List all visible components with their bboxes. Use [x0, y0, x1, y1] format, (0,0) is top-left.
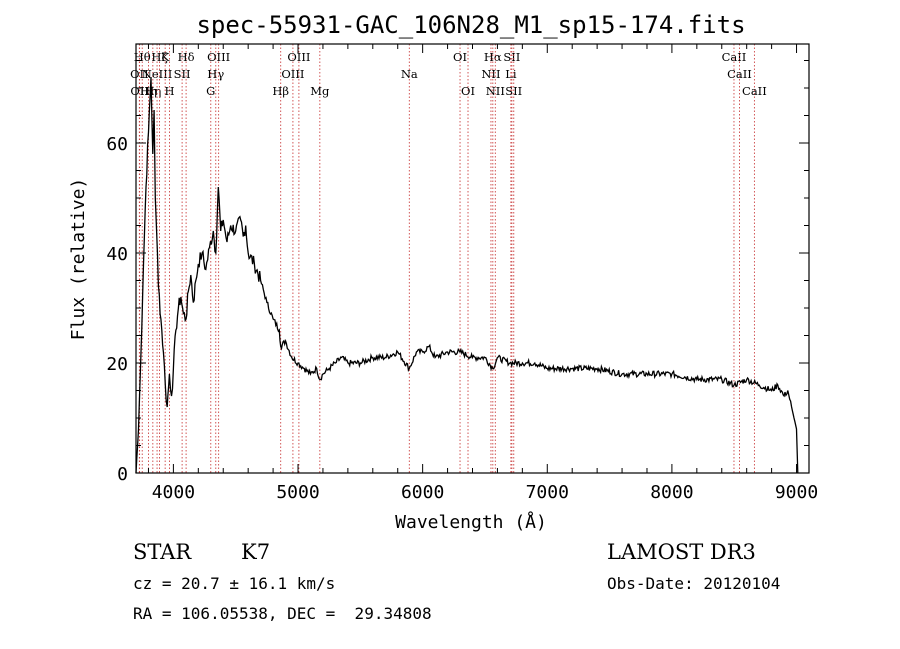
- line-marker-label: Hα: [484, 50, 502, 64]
- x-tick-label: 5000: [276, 482, 319, 503]
- observation-date: Obs-Date: 20120104: [607, 574, 781, 593]
- line-marker-label: CaII: [727, 67, 752, 81]
- line-marker-label: OIII: [281, 67, 304, 81]
- x-tick-label: 8000: [650, 482, 693, 503]
- line-marker-label: Hβ: [272, 84, 289, 98]
- y-tick-label: 40: [106, 244, 128, 265]
- line-marker-label: OIII: [287, 50, 310, 64]
- line-marker-label: H: [165, 84, 175, 98]
- line-marker-label: OI: [453, 50, 467, 64]
- line-marker-label: NII: [486, 84, 505, 98]
- line-marker-label: SII: [174, 67, 191, 81]
- survey-name: LAMOST DR3: [607, 540, 756, 564]
- y-tick-label: 20: [106, 354, 128, 375]
- line-marker-label: OII: [130, 67, 149, 81]
- y-axis-label: Flux (relative): [68, 178, 89, 341]
- line-marker-label: K: [161, 50, 170, 64]
- line-marker-label: Na: [401, 67, 418, 81]
- x-tick-label: 9000: [775, 482, 818, 503]
- flux-series-line: [135, 76, 799, 474]
- line-marker-label: OI: [461, 84, 475, 98]
- line-marker-label: NII: [481, 67, 500, 81]
- coordinates-readout: RA = 106.05538, DEC = 29.34808: [133, 604, 432, 623]
- spectral-line-markers: OIIOIIHθHηHηNeIIIHζKHSIIHδGHγOIIIHβOIIIO…: [130, 44, 767, 473]
- line-marker-label: OIII: [207, 50, 230, 64]
- chart-title: spec-55931-GAC_106N28_M1_sp15-174.fits: [196, 11, 745, 39]
- line-marker-label: OII: [130, 84, 149, 98]
- object-subclass: K7: [241, 540, 271, 564]
- line-marker-label: Hγ: [207, 67, 224, 81]
- line-marker-label: Mg: [310, 84, 330, 98]
- line-marker-label: SII: [503, 50, 520, 64]
- object-class: STAR: [133, 540, 192, 564]
- line-marker-label: Hδ: [178, 50, 195, 64]
- line-marker-label: Hζ: [151, 50, 167, 64]
- plot-frame: [135, 43, 810, 474]
- line-marker-label: CaII: [742, 84, 767, 98]
- y-axis-ticks: 0 20 40 60: [106, 60, 809, 485]
- x-tick-label: 4000: [152, 482, 195, 503]
- line-marker-label: Hη: [144, 84, 161, 98]
- x-axis-label: Wavelength (Å): [395, 511, 547, 533]
- x-tick-label: 7000: [526, 482, 569, 503]
- line-marker-label: Li: [505, 67, 517, 81]
- line-marker-label: G: [206, 84, 215, 98]
- line-marker-label: NeIII: [142, 67, 173, 81]
- y-tick-label: 60: [106, 134, 128, 155]
- redshift-readout: cz = 20.7 ± 16.1 km/s: [133, 574, 336, 593]
- line-marker-label: CaII: [722, 50, 747, 64]
- x-tick-label: 6000: [401, 482, 444, 503]
- y-tick-label: 0: [117, 464, 128, 485]
- line-marker-label: SII: [505, 84, 522, 98]
- x-axis-ticks: 4000 5000 6000 7000 8000 9000: [147, 44, 818, 503]
